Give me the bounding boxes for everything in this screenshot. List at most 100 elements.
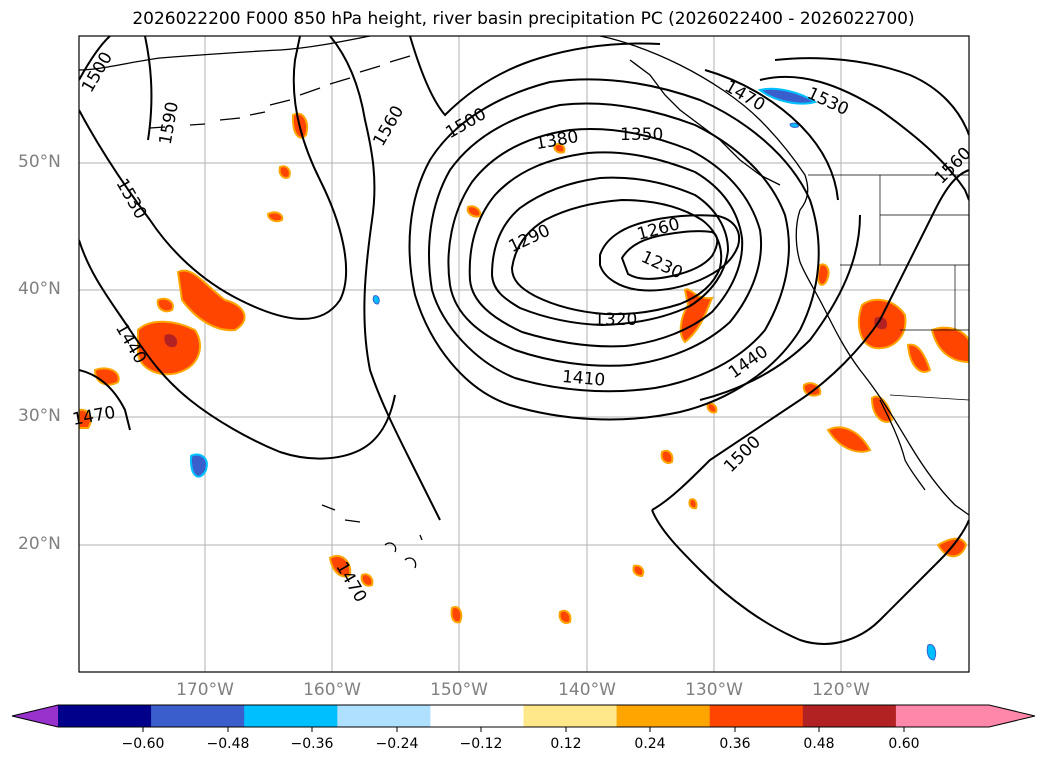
precip-blob	[189, 453, 208, 478]
precip-blob	[660, 449, 674, 464]
colorbar-segment	[616, 705, 711, 727]
colorbar-segment	[895, 705, 990, 727]
height-contours	[79, 36, 969, 645]
colorbar-segments	[11, 704, 1036, 728]
colorbar-tick-label: −0.24	[375, 736, 419, 752]
lon-label-160w: 160°W	[303, 680, 361, 700]
low-outer-1	[408, 78, 820, 421]
colorbar-segment	[58, 705, 152, 727]
precip-blob	[372, 295, 380, 305]
colorbar-segment	[430, 705, 524, 727]
contour-1380	[447, 127, 762, 367]
precip-blob	[706, 402, 718, 414]
colorbar-ticks	[142, 727, 905, 732]
state-borders	[840, 175, 969, 331]
bc-islands	[629, 59, 781, 186]
map-frame	[78, 35, 970, 673]
lon-label-130w: 130°W	[685, 680, 743, 700]
baja-coast	[879, 399, 926, 491]
colorbar-tick-label: 0.36	[719, 736, 751, 752]
colorbar-segment	[523, 705, 618, 727]
precip-blob	[176, 269, 246, 332]
colorbar-tick-label: 0.12	[550, 736, 582, 752]
contour-1590	[144, 36, 153, 141]
precip-blob	[164, 334, 178, 348]
contour-1560-upper	[329, 36, 441, 521]
precip-blob	[156, 297, 174, 313]
colorbar-segment	[709, 705, 804, 727]
colorbar-tick-label: −0.48	[206, 736, 250, 752]
precip-blob	[137, 320, 201, 376]
gridlines	[79, 36, 969, 672]
contour-1260	[599, 214, 740, 292]
precip-blob	[278, 165, 291, 179]
alaska-coast	[79, 36, 371, 71]
us-west-coast	[795, 209, 969, 516]
precip-blob	[450, 606, 463, 624]
precip-blob	[466, 205, 482, 218]
precip-blob	[826, 426, 872, 453]
coastlines	[79, 36, 969, 569]
contour-1470-east	[704, 69, 839, 201]
contour-1440-west	[79, 239, 396, 460]
precip-blob	[802, 382, 822, 397]
lon-label-170w: 170°W	[176, 680, 234, 700]
aleutian-islands	[149, 55, 411, 129]
colorbar-tick-label: 0.60	[888, 736, 920, 752]
colorbar-tick-label: −0.60	[121, 736, 165, 752]
contour-label: 1350	[620, 125, 663, 145]
precip-blob	[266, 211, 284, 223]
lat-label-50n: 50°N	[18, 152, 61, 172]
precip-blob	[874, 316, 888, 330]
colorbar-outline	[11, 704, 1036, 728]
precip-blob	[553, 142, 566, 154]
map-title: 2026022200 F000 850 hPa height, river ba…	[132, 9, 915, 29]
precip-blob	[558, 609, 572, 624]
lat-label-40n: 40°N	[18, 279, 61, 299]
contour-1440-east	[699, 214, 861, 401]
contour-1230	[620, 230, 719, 280]
colorbar-segment	[337, 705, 431, 727]
alaska-panhandle-coast	[599, 36, 809, 211]
low-outer-2	[428, 102, 790, 393]
contour-label: 1410	[561, 367, 606, 391]
precip-shading	[79, 87, 969, 661]
contour-label: 1320	[594, 310, 637, 330]
precip-blob	[360, 573, 374, 587]
precip-blob	[679, 288, 714, 344]
lat-label-30n: 30°N	[18, 406, 61, 426]
lon-label-140w: 140°W	[558, 680, 616, 700]
precip-blob	[79, 408, 92, 429]
contour-1530-east	[759, 75, 969, 201]
colorbar-tick-label: 0.48	[803, 736, 835, 752]
contour-1560-east	[774, 57, 969, 136]
hawaii-islands	[321, 504, 423, 569]
colorbar-segment	[244, 705, 338, 727]
precip-blob	[789, 122, 799, 128]
contour-1350	[468, 151, 744, 348]
contour-1500-west	[79, 36, 111, 81]
contour-1470-west	[79, 369, 131, 431]
contour-1320	[490, 176, 730, 327]
borders	[808, 174, 969, 401]
colorbar-segment	[802, 705, 897, 727]
lon-label-120w: 120°W	[812, 680, 870, 700]
colorbar-tick-label: −0.36	[290, 736, 334, 752]
lon-label-150w: 150°W	[430, 680, 488, 700]
colorbar-extend-high	[989, 705, 1035, 727]
colorbar-tick-label: 0.24	[634, 736, 666, 752]
contour-1530-west	[79, 36, 348, 320]
precip-blob	[632, 564, 645, 578]
contour-1500-bottom	[651, 509, 969, 645]
lat-label-20n: 20°N	[18, 534, 61, 554]
precip-blob	[926, 643, 937, 661]
contour-1500	[409, 36, 661, 117]
us-mexico-border	[889, 394, 969, 401]
precip-blob	[328, 555, 352, 578]
precip-blob	[688, 498, 698, 510]
precip-blob	[757, 87, 818, 105]
precip-blob	[930, 326, 969, 364]
colorbar-segment	[151, 705, 245, 727]
